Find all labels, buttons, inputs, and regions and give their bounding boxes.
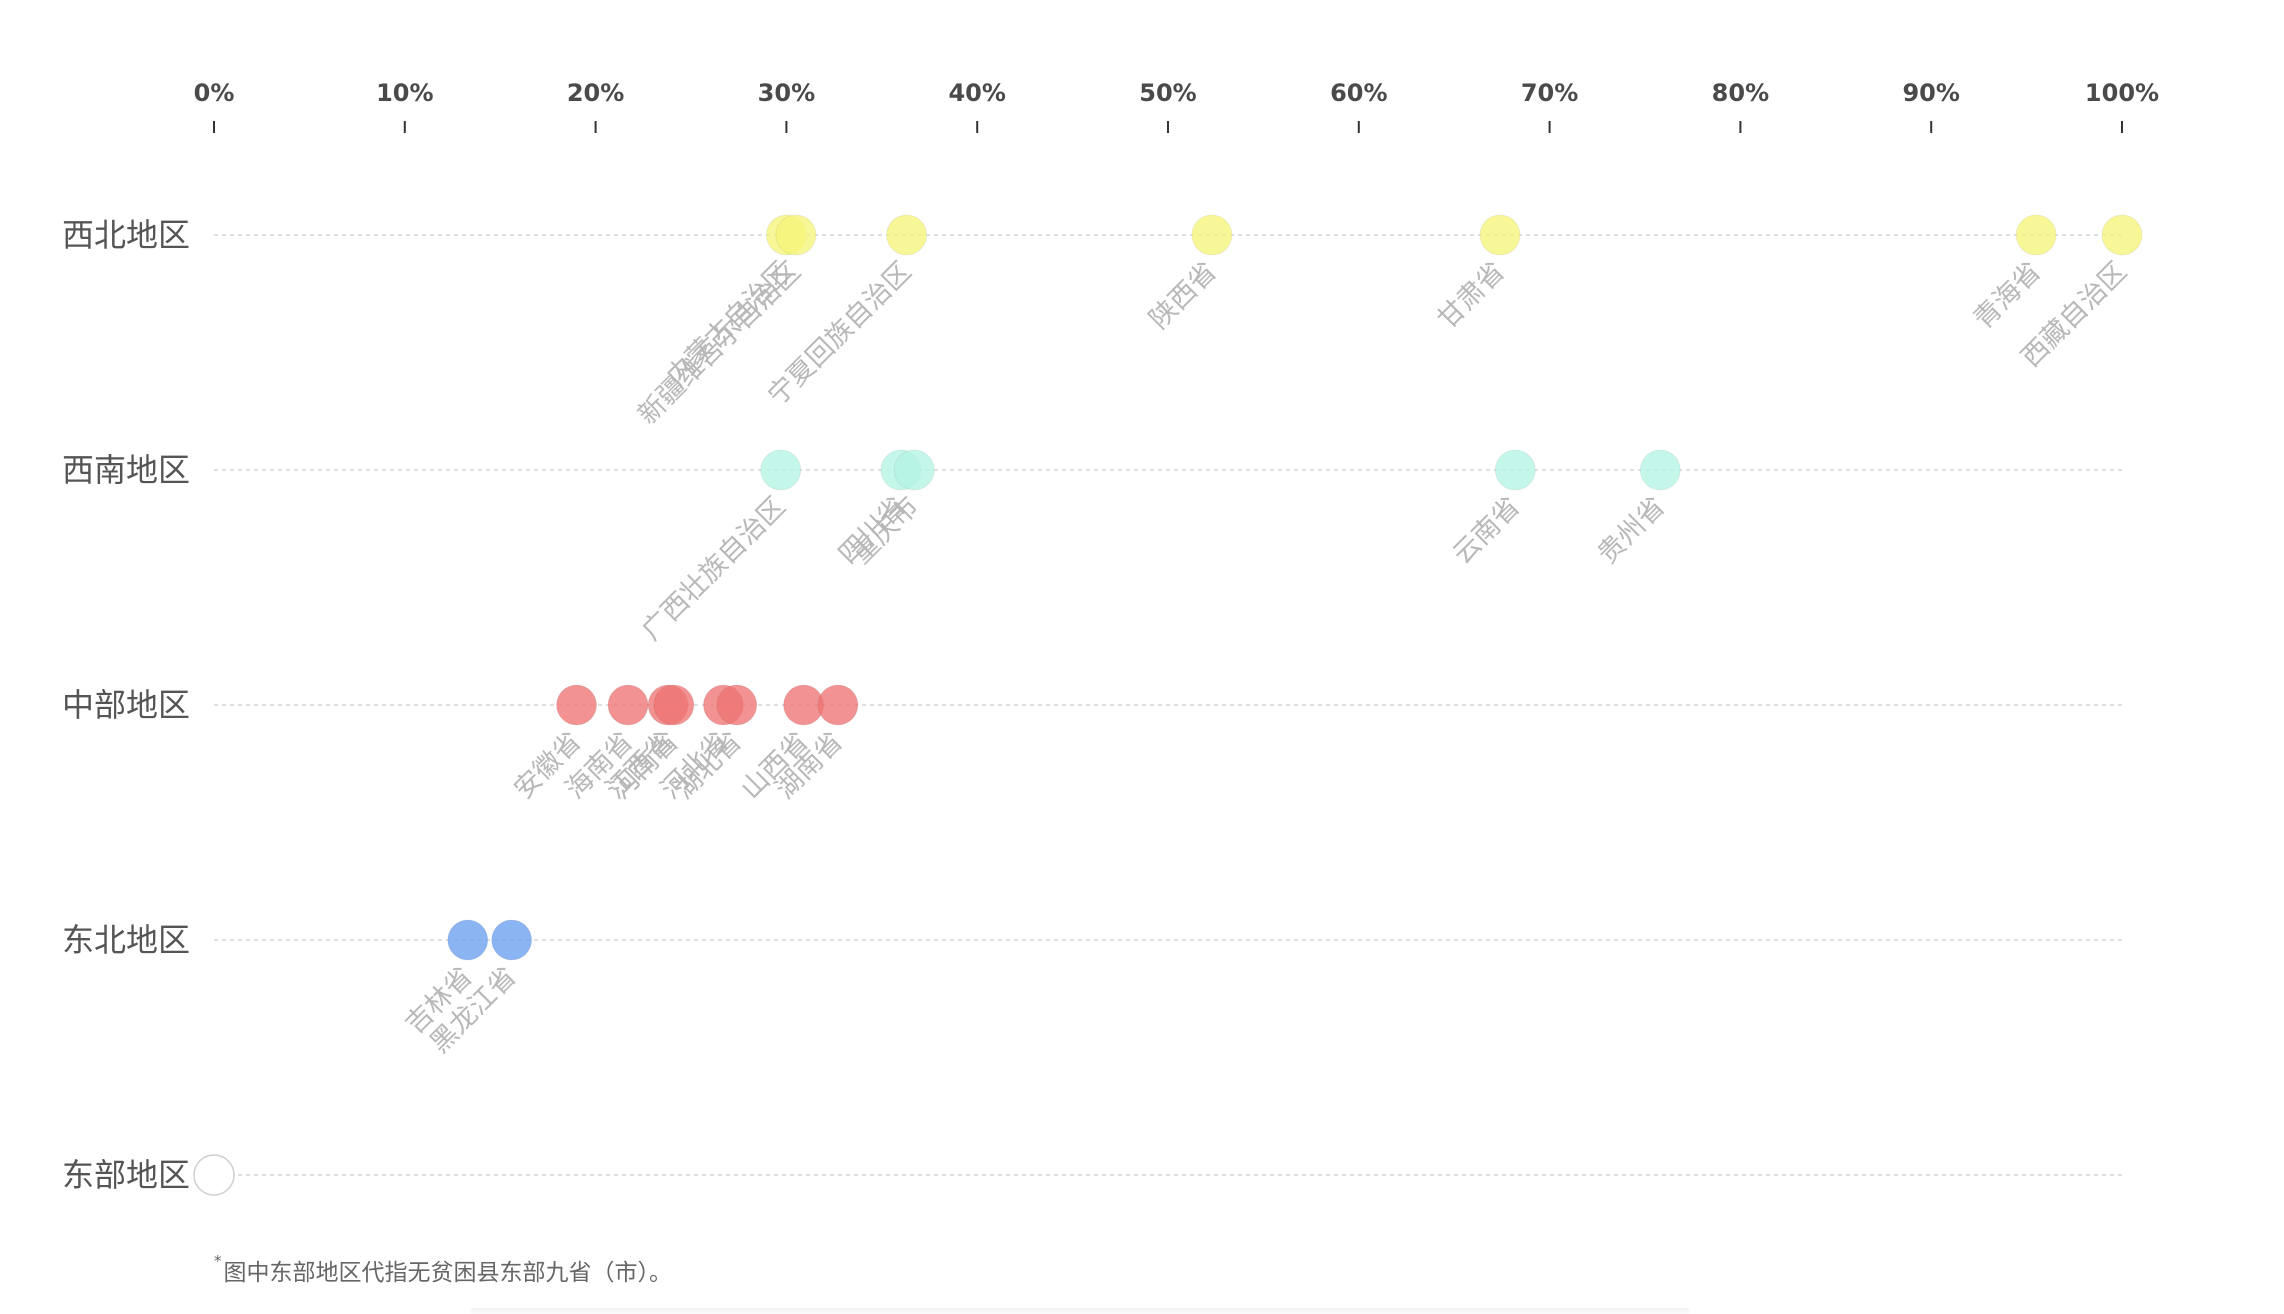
x-tick-label: 90%	[1902, 79, 1959, 107]
x-tick-label: 60%	[1330, 79, 1387, 107]
row-label: 西北地区	[62, 216, 190, 254]
row-label: 东北地区	[62, 921, 190, 959]
row-label: 中部地区	[62, 686, 190, 724]
data-point[interactable]	[760, 449, 802, 491]
row-gridlines	[214, 234, 2122, 1176]
data-point[interactable]	[716, 684, 758, 726]
row-label: 东部地区	[62, 1156, 190, 1194]
row-label: 西南地区	[62, 451, 190, 489]
data-point[interactable]	[653, 684, 695, 726]
x-tick-label: 0%	[194, 79, 235, 107]
point-label: 广西壮族自治区	[636, 491, 792, 647]
x-tick-label: 20%	[567, 79, 624, 107]
data-points	[193, 214, 2143, 1196]
x-tick-label: 10%	[376, 79, 433, 107]
x-tick-label: 40%	[948, 79, 1005, 107]
data-point[interactable]	[2101, 214, 2143, 256]
data-point[interactable]	[556, 684, 598, 726]
bottom-divider	[470, 1308, 1690, 1314]
point-label: 青海省	[1968, 256, 2047, 335]
data-point[interactable]	[447, 919, 489, 961]
data-point[interactable]	[491, 919, 533, 961]
data-point[interactable]	[886, 214, 928, 256]
point-label: 甘肃省	[1432, 256, 1511, 335]
footnote-marker: *	[214, 1252, 222, 1270]
data-point[interactable]	[1494, 449, 1536, 491]
data-point[interactable]	[1479, 214, 1521, 256]
footnote-text: 图中东部地区代指无贫困县东部九省（市）。	[223, 1260, 673, 1286]
data-point[interactable]	[1191, 214, 1233, 256]
data-point[interactable]	[607, 684, 649, 726]
point-label: 云南省	[1447, 491, 1526, 570]
x-tick-label: 100%	[2085, 79, 2159, 107]
data-point[interactable]	[193, 1154, 235, 1196]
point-label: 陕西省	[1144, 256, 1223, 335]
data-point[interactable]	[893, 449, 935, 491]
data-point[interactable]	[2015, 214, 2057, 256]
footnote: *图中东部地区代指无贫困县东部九省（市）。	[214, 1252, 672, 1287]
data-point[interactable]	[775, 214, 817, 256]
x-tick-label: 80%	[1712, 79, 1769, 107]
x-tick-label: 50%	[1139, 79, 1196, 107]
data-point[interactable]	[1639, 449, 1681, 491]
x-axis: 0% 10% 20% 30% 40% 50% 60% 70% 80% 90% 100%	[194, 79, 2159, 133]
data-point[interactable]	[817, 684, 859, 726]
x-tick-label: 70%	[1521, 79, 1578, 107]
x-tick-label: 30%	[758, 79, 815, 107]
point-label: 贵州省	[1592, 491, 1671, 570]
